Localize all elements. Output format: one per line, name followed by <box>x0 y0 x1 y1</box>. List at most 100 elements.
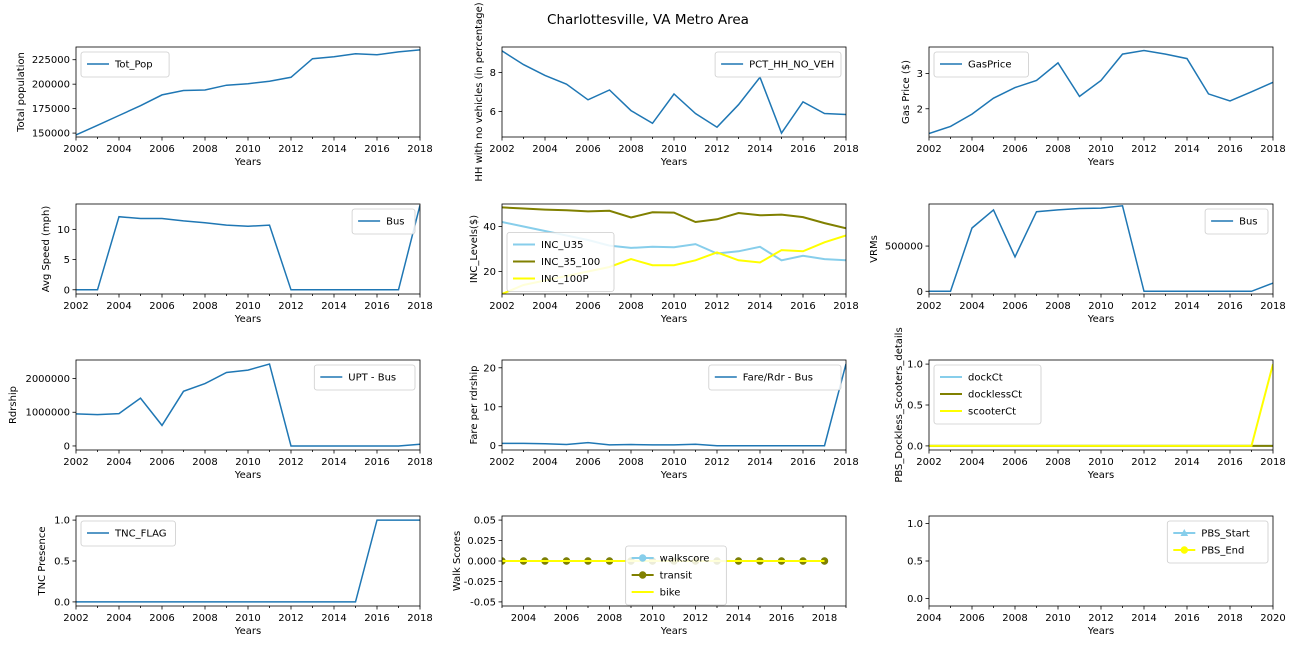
legend-item: scooterCt <box>940 407 1016 418</box>
y-axis-label: INC_Levels($) <box>469 215 480 283</box>
y-tick-label: 0.025 <box>467 536 496 547</box>
x-tick-label: 2004 <box>959 457 984 468</box>
legend-label: docklessCt <box>968 390 1022 401</box>
x-tick-label: 2010 <box>1088 457 1113 468</box>
x-tick-label: 2004 <box>916 613 941 624</box>
series-line-3 <box>929 363 1273 447</box>
series-group <box>502 363 846 447</box>
x-axis-label: Years <box>660 314 687 325</box>
y-axis-label: Avg Speed (mph) <box>41 206 52 293</box>
legend-box <box>80 51 170 78</box>
legend-label: TNC_FLAG <box>114 529 167 540</box>
y-tick-label: 8 <box>490 68 496 79</box>
x-tick-label: 2016 <box>790 457 815 468</box>
x-tick-label: 2002 <box>916 144 941 155</box>
legend-item: PBS_End <box>1173 546 1244 557</box>
series-group <box>76 519 420 603</box>
legend-box <box>708 364 842 391</box>
legend: PCT_HH_NO_VEH <box>714 51 842 78</box>
x-tick-label: 2012 <box>278 457 303 468</box>
y-axis-label: Walk Scores <box>452 531 463 591</box>
legend: dockCt docklessCt scooterCt <box>933 364 1042 425</box>
legend-box <box>506 232 615 292</box>
y-tick-label: 20 <box>483 363 496 374</box>
x-tick-label: 2008 <box>1045 457 1070 468</box>
x-tick-label: 2016 <box>1217 144 1242 155</box>
x-tick-label: 2002 <box>63 301 88 312</box>
x-tick-label: 2014 <box>726 613 751 624</box>
y-axis-label: TNC Presence <box>37 527 48 597</box>
x-tick-label: 2006 <box>575 301 600 312</box>
y-tick-label: 0 <box>64 441 70 452</box>
x-tick-label: 2014 <box>747 301 772 312</box>
x-axis-label: Years <box>234 314 261 325</box>
x-tick-label: 2010 <box>1088 144 1113 155</box>
x-tick-label: 2018 <box>407 301 432 312</box>
y-tick-label: 1000000 <box>25 408 70 419</box>
legend-label: INC_100P <box>541 274 589 285</box>
axes-frame <box>501 46 847 138</box>
series-line-1 <box>76 205 420 291</box>
y-tick-label: 175000 <box>32 104 70 115</box>
x-tick-label: 2010 <box>235 457 260 468</box>
y-axis-label: Gas Price ($) <box>901 60 912 124</box>
legend-box <box>933 51 1029 78</box>
x-tick-label: 2008 <box>618 457 643 468</box>
subplot-1: 2002 2004 2006 2008 2010 2012 2014 2016 2018 1500… <box>16 46 433 168</box>
x-tick-label: 2016 <box>790 144 815 155</box>
legend-label: INC_U35 <box>541 240 583 251</box>
y-tick-label: 0 <box>917 287 923 298</box>
x-tick-label: 2010 <box>661 457 686 468</box>
x-tick-label: 2006 <box>1002 457 1027 468</box>
legend: Bus <box>351 208 416 235</box>
x-tick-label: 2016 <box>1217 457 1242 468</box>
x-tick-label: 2008 <box>1045 144 1070 155</box>
x-tick-label: 2012 <box>278 301 303 312</box>
series-group <box>76 363 420 447</box>
legend-item: PCT_HH_NO_VEH <box>721 60 834 71</box>
legend: UPT - Bus <box>313 364 416 391</box>
subplot-11: 2004 2006 2008 2010 2012 2014 2016 2018 -0.05 -0.… <box>452 516 847 637</box>
x-tick-label: 2006 <box>959 613 984 624</box>
x-tick-label: 2010 <box>1088 301 1113 312</box>
axes-frame <box>75 515 421 607</box>
legend-box <box>313 364 416 391</box>
y-tick-label: 1.0 <box>907 360 923 371</box>
legend-box <box>714 51 842 78</box>
y-tick-label: 0.000 <box>467 557 496 568</box>
legend-label: INC_35_100 <box>541 257 600 268</box>
x-tick-label: 2004 <box>959 144 984 155</box>
x-tick-label: 2012 <box>1131 144 1156 155</box>
x-tick-label: 2006 <box>149 457 174 468</box>
x-tick-label: 2010 <box>661 301 686 312</box>
legend-item: GasPrice <box>940 60 1011 71</box>
series-line-1 <box>502 50 846 135</box>
x-tick-label: 2002 <box>489 144 514 155</box>
axes-frame <box>501 203 847 295</box>
series-group <box>929 363 1273 447</box>
x-tick-label: 2008 <box>618 301 643 312</box>
x-tick-label: 2010 <box>640 613 665 624</box>
x-axis-label: Years <box>1087 626 1114 637</box>
legend-item: docklessCt <box>940 390 1022 401</box>
series-group <box>929 204 1273 293</box>
x-tick-label: 2004 <box>532 144 557 155</box>
legend-item: Tot_Pop <box>87 60 153 71</box>
x-tick-label: 2010 <box>235 613 260 624</box>
x-tick-label: 2014 <box>1131 613 1156 624</box>
x-tick-label: 2012 <box>278 613 303 624</box>
y-tick-label: 150000 <box>32 129 70 140</box>
y-tick-label: 0.0 <box>907 594 923 605</box>
axes-frame <box>928 46 1274 138</box>
x-tick-label: 2018 <box>833 457 858 468</box>
axes-frame <box>501 359 847 451</box>
x-tick-label: 2004 <box>106 457 131 468</box>
x-tick-label: 2012 <box>1088 613 1113 624</box>
series-group <box>502 50 846 135</box>
legend-item: Fare/Rdr - Bus <box>714 373 813 384</box>
legend: PBS_Start PBS_End <box>1166 520 1269 564</box>
legend-item: Bus <box>358 217 405 228</box>
x-axis-label: Years <box>1087 157 1114 168</box>
y-tick-label: 0.5 <box>907 557 923 568</box>
